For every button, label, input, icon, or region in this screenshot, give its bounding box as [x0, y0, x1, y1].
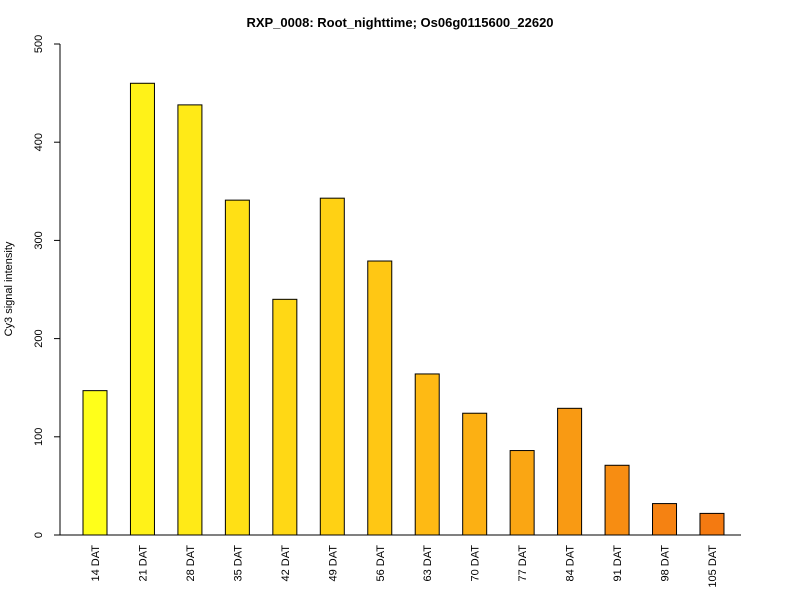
bar [604, 464, 630, 536]
x-tick-label: 56 DAT [375, 545, 387, 582]
x-tick-labels: 14 DAT 21 DAT 28 DAT 35 DAT 42 DAT 49 DAT 56 D… [90, 545, 719, 588]
bar [699, 512, 725, 536]
x-tick-label: 91 DAT [612, 545, 624, 582]
x-tick-label: 14 DAT [90, 545, 102, 582]
x-tick-label: 49 DAT [327, 545, 339, 582]
bar [557, 407, 583, 536]
x-tick-label: 35 DAT [232, 545, 244, 582]
bars [82, 82, 725, 536]
y-tick-label: 0 [33, 532, 45, 538]
bar [462, 412, 488, 536]
x-tick-label: 70 DAT [470, 545, 482, 582]
y-tick-label: 500 [33, 35, 45, 53]
bar [319, 197, 345, 536]
bar [129, 82, 155, 536]
x-tick-label: 105 DAT [707, 545, 719, 588]
chart-title: RXP_0008: Root_nighttime; Os06g0115600_2… [246, 15, 553, 30]
x-tick-label: 77 DAT [517, 545, 529, 582]
bar [414, 373, 440, 536]
x-tick-label: 63 DAT [422, 545, 434, 582]
bar [177, 104, 203, 536]
y-axis: 0 100 200 300 400 500 [33, 35, 61, 538]
y-tick-label: 200 [33, 329, 45, 347]
bar [224, 199, 250, 536]
x-tick-label: 98 DAT [660, 545, 672, 582]
x-tick-label: 21 DAT [137, 545, 149, 582]
y-axis-label: Cy3 signal intensity [3, 241, 15, 336]
x-tick-label: 28 DAT [185, 545, 197, 582]
bar [509, 450, 535, 536]
y-tick-label: 400 [33, 133, 45, 151]
bar [367, 260, 393, 536]
bar [652, 503, 678, 536]
bar [272, 298, 298, 536]
x-tick-label: 42 DAT [280, 545, 292, 582]
y-tick-label: 100 [33, 428, 45, 446]
x-tick-label: 84 DAT [565, 545, 577, 582]
y-tick-label: 300 [33, 231, 45, 249]
bar [82, 390, 108, 536]
